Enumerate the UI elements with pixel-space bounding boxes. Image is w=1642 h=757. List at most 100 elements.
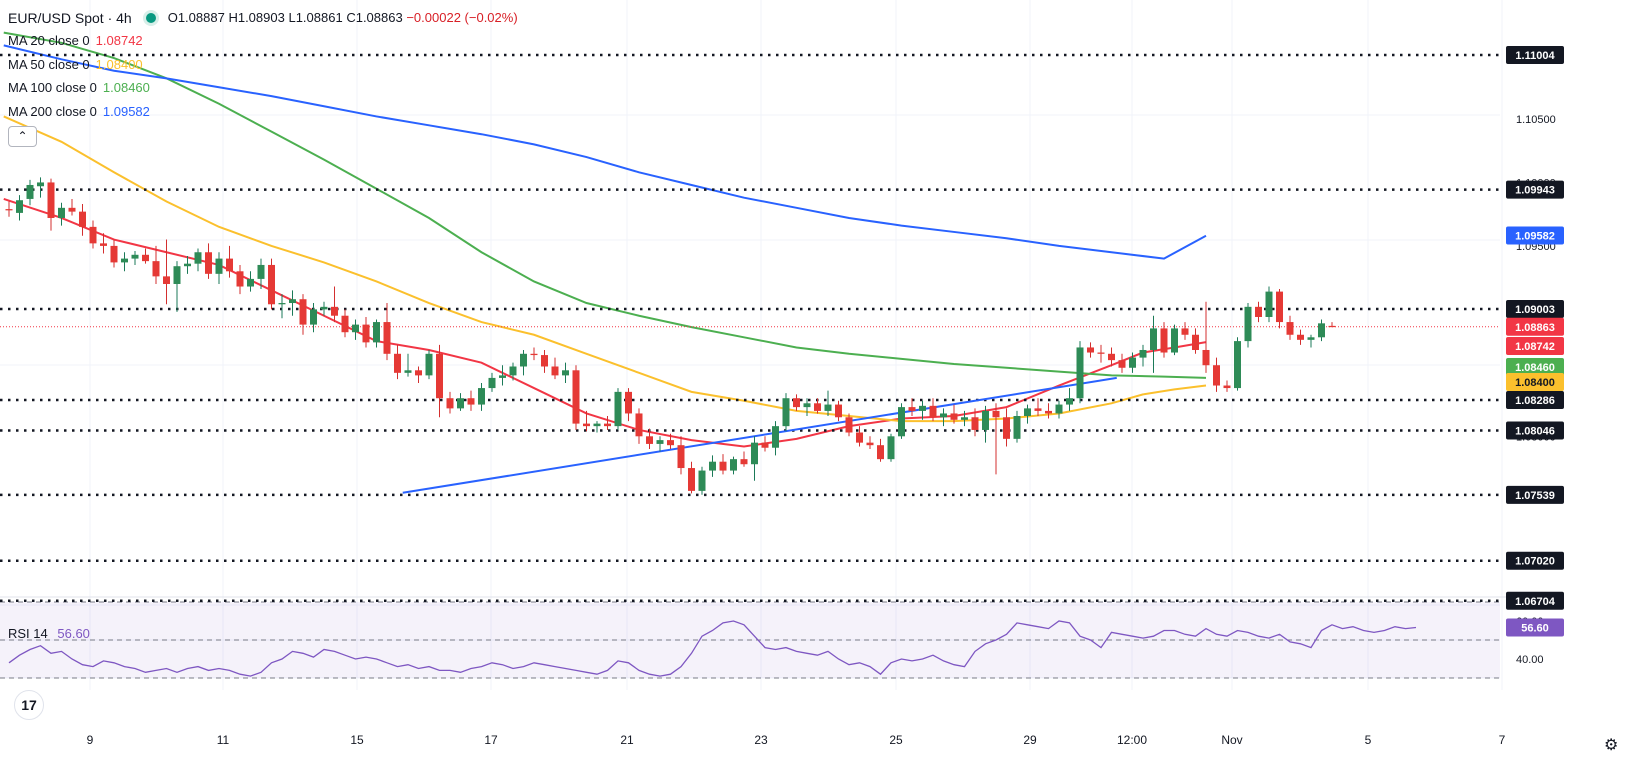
collapse-legend-button[interactable]: ⌃ bbox=[8, 126, 37, 147]
candle-body bbox=[635, 413, 643, 437]
candle-body bbox=[331, 306, 338, 316]
ma-100-label: MA 100 close 0 bbox=[8, 80, 97, 96]
level-price-tag: 1.09943 bbox=[1515, 185, 1555, 197]
rsi-price-tag-bg bbox=[1506, 618, 1564, 637]
trendline[interactable] bbox=[402, 376, 1117, 494]
candle-body bbox=[1066, 398, 1073, 405]
trendline-segment bbox=[402, 376, 1117, 494]
candle-body bbox=[982, 410, 989, 430]
candle-body bbox=[488, 377, 496, 389]
rsi-value: 56.60 bbox=[57, 626, 90, 641]
ma-50-label: MA 50 close 0 bbox=[8, 56, 90, 72]
candle-body bbox=[992, 410, 1000, 418]
candle-body bbox=[47, 182, 55, 218]
candle-body bbox=[625, 391, 632, 414]
candle-body bbox=[1244, 306, 1252, 342]
low-value: L1.08861 bbox=[288, 9, 343, 25]
level-price-tag-bg bbox=[1506, 591, 1564, 610]
candle-body bbox=[352, 324, 359, 333]
candle-body bbox=[341, 315, 349, 333]
level-price-tag: 1.11004 bbox=[1515, 50, 1555, 62]
time-axis-label: 7 bbox=[1499, 733, 1506, 747]
candle-body bbox=[814, 403, 821, 411]
time-axis-label: 15 bbox=[350, 733, 364, 747]
ma-20-legend[interactable]: MA 20 close 0 1.08742 bbox=[8, 30, 518, 54]
candle-body bbox=[1171, 328, 1178, 353]
candle-body bbox=[866, 442, 874, 446]
market-status-icon bbox=[145, 12, 156, 23]
time-axis-label: 11 bbox=[217, 733, 230, 747]
candle-body bbox=[478, 388, 485, 405]
ma-200-label: MA 200 close 0 bbox=[8, 103, 97, 119]
level-price-tag: 1.07539 bbox=[1515, 490, 1555, 502]
level-price-tag-bg bbox=[1506, 299, 1564, 318]
level-price-tag: 1.09003 bbox=[1515, 304, 1555, 316]
candle-body bbox=[121, 258, 128, 263]
candle-body bbox=[572, 370, 580, 424]
candle-body bbox=[310, 309, 317, 325]
time-axis-label: 17 bbox=[484, 733, 498, 747]
candle-body bbox=[604, 423, 611, 427]
candle-body bbox=[614, 391, 622, 427]
gear-icon[interactable]: ⚙ bbox=[1604, 737, 1619, 754]
candle-body bbox=[856, 432, 863, 443]
candle-body bbox=[131, 254, 139, 259]
indicator-price-tag: 1.08460 bbox=[1515, 362, 1555, 374]
candle-body bbox=[719, 461, 727, 471]
candle-body bbox=[782, 398, 790, 427]
candle-body bbox=[520, 353, 527, 367]
candle-body bbox=[1255, 306, 1262, 317]
time-axis-label: Nov bbox=[1221, 733, 1242, 747]
indicator-price-tag-bg bbox=[1506, 337, 1564, 355]
indicator-price-tag: 1.09582 bbox=[1515, 230, 1555, 242]
symbol-title[interactable]: EUR/USD Spot · 4h bbox=[8, 9, 132, 26]
candle-body bbox=[58, 207, 65, 218]
candle-body bbox=[257, 264, 265, 279]
level-price-tag-bg bbox=[1506, 46, 1564, 64]
candle-body bbox=[1202, 349, 1210, 366]
candle-body bbox=[929, 405, 937, 418]
indicator-price-tag-bg bbox=[1506, 358, 1564, 376]
candle-body bbox=[215, 258, 223, 274]
tradingview-logo-icon[interactable]: 17 bbox=[14, 690, 44, 720]
candle-body bbox=[5, 209, 13, 211]
candle-body bbox=[457, 398, 464, 409]
rsi-legend[interactable]: RSI 14 56.60 bbox=[8, 626, 90, 641]
candle-body bbox=[299, 299, 307, 325]
candle-body bbox=[551, 366, 559, 376]
ma-100-legend[interactable]: MA 100 close 0 1.08460 bbox=[8, 77, 518, 101]
level-price-tag: 1.07020 bbox=[1515, 556, 1555, 568]
candle-body bbox=[100, 243, 107, 246]
level-price-tag: 1.06704 bbox=[1515, 596, 1556, 608]
rsi-label: RSI 14 bbox=[8, 626, 48, 641]
candle-body bbox=[1181, 328, 1189, 335]
candle-body bbox=[761, 442, 769, 448]
ma-line-ma-200 bbox=[3, 44, 1207, 260]
time-axis-label: 9 bbox=[87, 733, 94, 747]
candle-body bbox=[1055, 404, 1063, 414]
candle-body bbox=[698, 470, 706, 491]
candlesticks bbox=[5, 177, 1336, 495]
indicator-price-tag: 1.08742 bbox=[1515, 341, 1555, 353]
level-price-tag-bg bbox=[1506, 485, 1564, 504]
candle-body bbox=[394, 353, 401, 373]
candle-body bbox=[908, 407, 916, 411]
ma-50-legend[interactable]: MA 50 close 0 1.08400 bbox=[8, 53, 518, 77]
symbol-row: EUR/USD Spot · 4h O1.08887 H1.08903 L1.0… bbox=[8, 6, 518, 30]
candle-body bbox=[79, 211, 86, 227]
candle-body bbox=[688, 468, 695, 491]
candle-body bbox=[446, 398, 454, 409]
candle-body bbox=[268, 264, 275, 305]
candle-body bbox=[383, 322, 391, 354]
candle-body bbox=[194, 252, 202, 264]
candle-body bbox=[583, 423, 590, 427]
rsi-price-tag: 56.60 bbox=[1521, 622, 1549, 634]
candle-body bbox=[1213, 365, 1220, 386]
candle-body bbox=[950, 413, 958, 420]
candle-body bbox=[772, 426, 779, 448]
candle-body bbox=[1192, 334, 1199, 350]
horizontal-levels bbox=[0, 53, 1503, 603]
candle-body bbox=[1003, 417, 1010, 439]
ma-200-legend[interactable]: MA 200 close 0 1.09582 bbox=[8, 100, 518, 124]
